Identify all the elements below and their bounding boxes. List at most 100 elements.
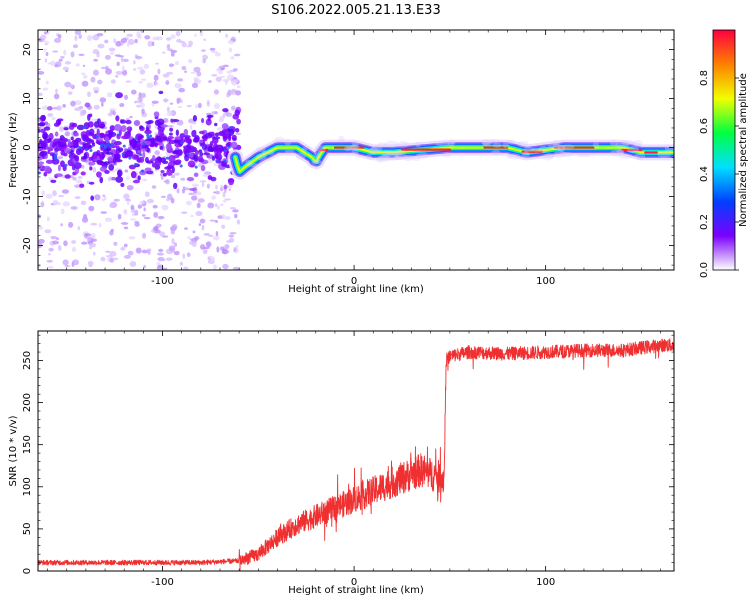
noise-core-blob [115, 92, 123, 99]
noise-core-blob [183, 147, 187, 155]
noise-blob [140, 78, 147, 81]
noise-blob [46, 259, 53, 263]
noise-blob [206, 101, 210, 107]
tone-sidelobe [386, 153, 400, 161]
noise-accent-blob [134, 137, 138, 141]
noise-accent-blob [186, 152, 190, 156]
tone-sidelobe [621, 139, 635, 146]
noise-blob [189, 238, 196, 241]
noise-core-blob [222, 108, 229, 113]
noise-blob [201, 49, 206, 52]
noise-blob [38, 70, 45, 75]
noise-blob [171, 224, 178, 230]
tone-sidelobe [481, 138, 491, 146]
noise-blob [155, 36, 163, 41]
noise-core-blob [76, 124, 85, 131]
noise-blob [110, 79, 116, 84]
noise-core-blob [74, 162, 82, 170]
noise-core-blob [130, 171, 137, 179]
noise-core-blob [40, 142, 47, 149]
noise-blob [134, 220, 139, 224]
noise-blob [130, 89, 137, 95]
noise-core-blob [154, 161, 162, 166]
noise-core-blob [175, 129, 180, 136]
noise-core-blob [158, 136, 164, 143]
noise-blob [38, 214, 42, 219]
noise-core-blob [207, 175, 213, 180]
noise-core-blob [55, 173, 63, 178]
noise-blob [181, 65, 187, 71]
noise-accent-blob [108, 144, 112, 148]
noise-blob [214, 52, 221, 57]
noise-blob [174, 172, 180, 176]
noise-core-blob [131, 154, 139, 160]
noise-core-blob [115, 115, 120, 122]
noise-blob [132, 68, 137, 71]
colorbar-ticks: 0.0 0.2 0.4 0.6 0.8 [699, 70, 739, 278]
snr-y-tick-label: 100 [22, 477, 33, 496]
noise-blob [197, 102, 202, 109]
noise-blob [195, 104, 198, 109]
noise-core-blob [142, 151, 146, 159]
noise-blob [146, 82, 154, 88]
colorbar: 0.0 0.2 0.4 0.6 0.8 Normalized spectral ampl… [699, 29, 749, 278]
noise-blob [109, 51, 115, 55]
noise-core-blob [43, 165, 52, 173]
noise-blob [202, 249, 208, 255]
noise-blob [60, 223, 64, 227]
noise-core-blob [47, 137, 52, 142]
noise-blob [82, 64, 86, 67]
noise-core-blob [109, 125, 116, 132]
tone-sidelobe [391, 151, 402, 156]
noise-blob [188, 40, 193, 47]
noise-blob [134, 38, 138, 44]
noise-blob [156, 267, 164, 270]
noise-core-blob [87, 121, 94, 128]
noise-core-blob [168, 132, 173, 136]
noise-blob [85, 233, 92, 237]
noise-blob [57, 245, 62, 251]
noise-blob [71, 246, 77, 253]
noise-blob [72, 176, 77, 181]
noise-blob [193, 66, 201, 73]
noise-accent-blob [83, 126, 87, 130]
noise-blob [126, 176, 130, 180]
noise-core-blob [74, 132, 79, 137]
noise-blob [228, 188, 232, 191]
noise-core-blob [128, 164, 136, 170]
tone-sidelobe [346, 145, 358, 151]
noise-blob [195, 79, 202, 84]
noise-blob [46, 216, 50, 222]
tone-sidelobe [386, 150, 394, 156]
noise-blob [115, 75, 119, 78]
noise-blob [63, 240, 68, 247]
noise-blob [216, 68, 221, 72]
noise-blob [81, 165, 85, 169]
noise-blob [187, 235, 191, 240]
noise-core-blob [189, 152, 194, 158]
spectrogram-marks [38, 30, 674, 270]
noise-core-blob [212, 143, 219, 151]
snr-series-line [38, 338, 674, 571]
noise-blob [170, 174, 176, 179]
noise-blob [123, 226, 129, 230]
noise-core-blob [187, 160, 196, 168]
noise-blob [208, 80, 212, 83]
noise-blob [224, 80, 228, 86]
noise-core-blob [38, 161, 45, 165]
snr-frame [37, 330, 675, 572]
tone-sidelobe [502, 141, 510, 149]
noise-blob [176, 97, 182, 102]
noise-blob [184, 227, 188, 230]
noise-blob [92, 86, 100, 92]
noise-core-blob [89, 166, 93, 171]
noise-core-blob [223, 184, 228, 190]
noise-blob [227, 89, 232, 96]
noise-blob [129, 115, 133, 119]
noise-core-blob [96, 118, 101, 125]
noise-blob [211, 110, 215, 117]
noise-core-blob [138, 156, 145, 163]
noise-blob [214, 203, 218, 208]
noise-blob [198, 223, 202, 227]
